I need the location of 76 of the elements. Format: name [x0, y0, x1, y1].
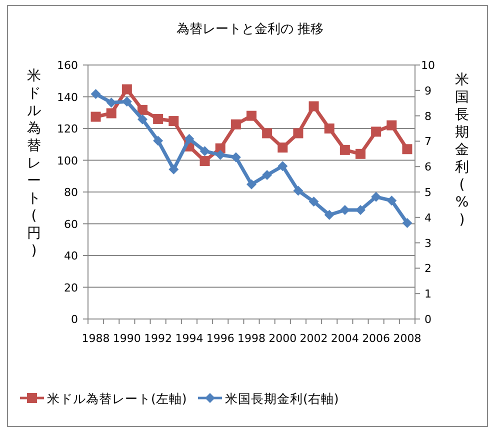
point: [184, 134, 194, 144]
y2-tick-label: 4: [424, 211, 432, 224]
y2-tick-label: 5: [424, 186, 432, 199]
x-tick-label: 1994: [175, 332, 204, 345]
point: [168, 116, 179, 126]
point: [153, 136, 164, 146]
point: [324, 210, 334, 220]
point: [324, 124, 334, 134]
point: [293, 128, 304, 138]
point: [138, 104, 148, 115]
point: [153, 114, 164, 124]
point: [371, 192, 382, 202]
point: [246, 110, 256, 121]
point: [106, 98, 116, 108]
chart-title: 為替レートと金利の 推移: [176, 22, 324, 37]
legend-label: 米ドル為替レート(左軸): [47, 391, 187, 406]
x-tick-label: 2008: [393, 332, 422, 345]
point: [340, 144, 350, 155]
point: [386, 120, 397, 130]
point: [308, 101, 319, 112]
point: [278, 161, 288, 172]
x-tick-label: 1988: [82, 332, 110, 345]
y-tick-label: 80: [64, 186, 78, 199]
point: [230, 119, 241, 130]
point: [308, 196, 319, 207]
text: 米国長期金利(%): [455, 72, 469, 228]
point: [215, 150, 226, 160]
y2-tick-label: 0: [424, 313, 432, 326]
point: [402, 144, 412, 154]
point: [262, 128, 272, 138]
point: [106, 108, 116, 118]
y-tick-label: 140: [57, 90, 78, 104]
legend-label: 米国長期金利(右軸): [225, 391, 339, 406]
y2-tick-label: 1: [424, 288, 432, 301]
text: 米ドル為替レート(円): [27, 68, 41, 259]
point: [293, 186, 304, 196]
y2-tick-label: 7: [424, 135, 432, 148]
x-tick-label: 1990: [112, 332, 141, 345]
y-tick-label: 20: [64, 281, 78, 294]
y2-tick-label: 9: [424, 84, 432, 98]
y2-tick-label: 8: [424, 110, 432, 123]
y-tick-label: 60: [64, 218, 78, 231]
point: [356, 148, 366, 159]
point: [90, 112, 101, 122]
y-tick-label: 0: [71, 313, 78, 326]
x-tick-label: 1998: [238, 332, 266, 345]
point: [356, 205, 366, 216]
point: [386, 196, 397, 206]
point: [122, 96, 132, 107]
point: [230, 152, 241, 162]
x-tick-label: 2002: [300, 332, 328, 345]
point: [200, 156, 210, 166]
y-tick-label: 40: [64, 250, 78, 262]
x-tick-label: 1996: [206, 332, 234, 345]
y-tick-label: 100: [57, 154, 78, 168]
x-tick-label: 2004: [330, 332, 359, 345]
point: [262, 170, 272, 180]
x-tick-label: 2006: [362, 332, 390, 345]
x-tick-label: 2000: [268, 332, 297, 345]
x-tick-label: 1992: [144, 332, 172, 345]
point: [402, 218, 412, 228]
y2-tick-label: 6: [424, 160, 432, 174]
point: [200, 146, 210, 156]
y2-tick-label: 2: [424, 262, 432, 276]
point: [340, 205, 350, 216]
y-tick-label: 120: [57, 122, 78, 136]
y2-tick-label: 10: [421, 59, 435, 72]
point: [122, 84, 132, 94]
point: [371, 126, 382, 137]
point: [90, 88, 101, 99]
point: [138, 114, 148, 124]
point: [246, 179, 256, 190]
y2-tick-label: 3: [424, 236, 432, 250]
point: [278, 142, 288, 153]
point: [168, 164, 179, 174]
y-tick-label: 160: [57, 59, 78, 72]
